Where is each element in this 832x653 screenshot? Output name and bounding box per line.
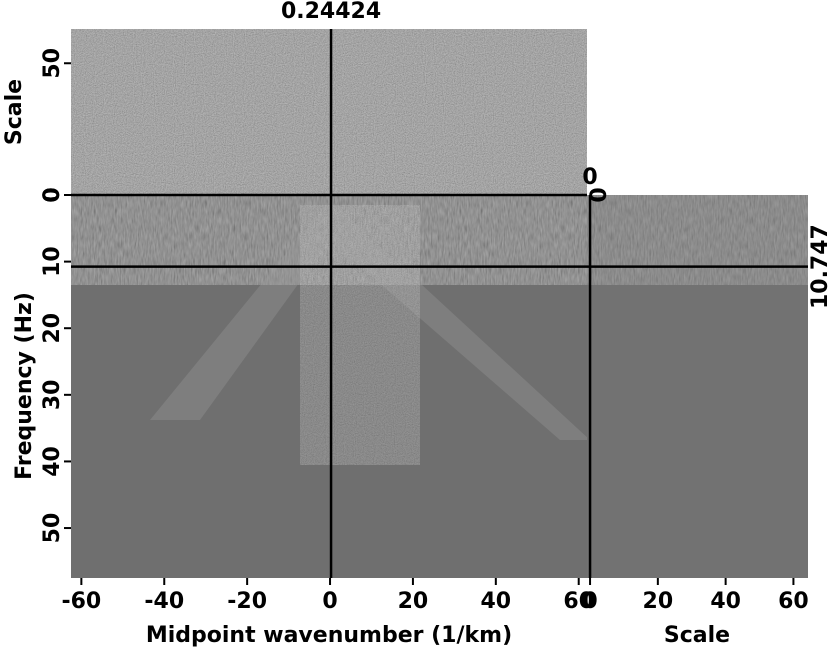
x-tick-label: -60 [61,589,101,614]
x-tick-label: -20 [227,589,267,614]
crosshair-top-scale-label: 0 [587,187,612,202]
x-tick-label: 60 [563,589,594,614]
right-texture [587,195,808,285]
right-x-tick-label: 60 [778,589,809,614]
y-tick-label: 40 [40,446,65,477]
y-tick-label: 20 [40,313,65,344]
crosshair-y-label: 10.747 [808,224,832,309]
event-texture [300,205,420,465]
crosshair-right-scale-label: 0 [582,165,597,190]
y-tick-label: 50 [40,513,65,544]
top-texture [71,29,587,195]
top-y-tick-label: 50 [40,48,65,79]
right-x-tick-label: 20 [643,589,674,614]
x-tick-label: 40 [481,589,512,614]
x-tick-label: 0 [322,589,337,614]
y-tick-label: 10 [40,246,65,277]
y-tick-label: 30 [40,380,65,411]
x-axis-label: Midpoint wavenumber (1/km) [146,623,512,648]
crosshair-x-label: 0.24424 [281,0,381,24]
right-x-tick-label: 0 [582,589,597,614]
x-tick-label: 20 [398,589,429,614]
top-y-tick-label: 0 [40,187,65,202]
y-axis-label: Frequency (Hz) [12,292,37,480]
y-tick-label: 0 [40,187,65,202]
x-tick-label: -40 [144,589,184,614]
right-x-axis-label: Scale [664,623,730,648]
right-x-tick-label: 40 [710,589,741,614]
top-y-axis-label: Scale [2,79,27,145]
